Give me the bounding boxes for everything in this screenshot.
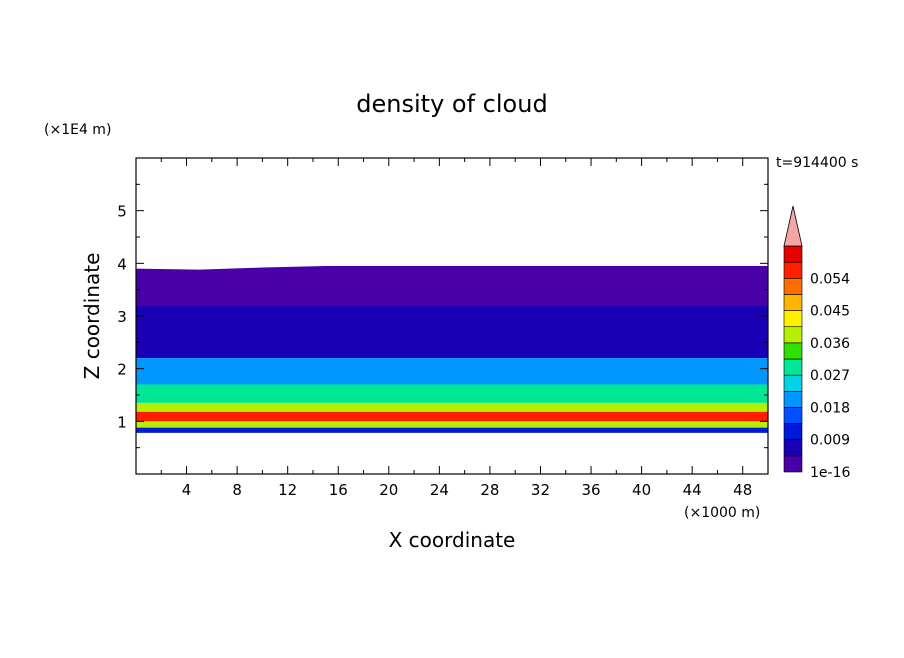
x-tick-label: 20	[379, 481, 398, 499]
colorbar-segment	[783, 455, 803, 473]
x-tick-label: 48	[733, 481, 752, 499]
colorbar-segment	[783, 342, 803, 360]
x-tick-label: 44	[683, 481, 702, 499]
density-field	[136, 158, 768, 474]
colorbar-extend-arrow	[783, 205, 803, 247]
density-band-6	[136, 421, 768, 428]
colorbar-label: 0.054	[810, 271, 850, 287]
x-unit-label: (×1000 m)	[684, 505, 760, 521]
cloud-base-mask	[136, 432, 768, 474]
density-band-7	[136, 427, 768, 433]
y-tick-label: 1	[117, 413, 127, 431]
density-band-1	[136, 305, 768, 359]
colorbar-segment	[783, 294, 803, 311]
density-band-5	[136, 411, 768, 422]
x-axis-ticks: 4 8 12 16 20 24 28 32 36 40 44 48	[160, 158, 752, 499]
y-axis-label: Z coordinate	[80, 253, 104, 380]
colorbar-segment	[783, 439, 803, 457]
x-tick-label: 36	[581, 481, 600, 499]
colorbar-segment	[783, 310, 803, 328]
colorbar-label: 0.018	[810, 400, 850, 416]
x-tick-label: 40	[632, 481, 651, 499]
colorbar-label: 0.009	[810, 433, 850, 449]
y-axis-ticks: 1 2 3 4 5	[117, 183, 768, 449]
colorbar-segment	[783, 245, 803, 263]
x-tick-label: 24	[430, 481, 449, 499]
density-band-0	[136, 265, 768, 306]
colorbar-segment	[783, 326, 803, 344]
colorbar-segment	[783, 261, 803, 279]
colorbar-segment	[783, 374, 803, 392]
y-unit-label: (×1E4 m)	[44, 122, 111, 138]
chart-title: density of cloud	[356, 90, 547, 118]
x-tick-label: 12	[278, 481, 297, 499]
y-tick-label: 2	[117, 361, 127, 379]
colorbar-label: 0.045	[810, 304, 850, 320]
colorbar-label: 1e-16	[810, 465, 850, 481]
x-tick-label: 16	[329, 481, 348, 499]
colorbar-label: 0.027	[810, 368, 850, 384]
density-band-3	[136, 384, 768, 403]
x-tick-label: 28	[480, 481, 499, 499]
colorbar-segment	[783, 390, 803, 408]
colorbar-segment	[783, 407, 803, 424]
x-tick-label: 4	[182, 481, 192, 499]
y-tick-label: 4	[117, 255, 127, 273]
colorbar-label: 0.036	[810, 336, 850, 352]
x-tick-label: 8	[232, 481, 242, 499]
density-band-4	[136, 402, 768, 412]
colorbar-segment	[783, 277, 803, 295]
cloud-top-mask	[136, 158, 768, 270]
y-tick-label: 5	[117, 203, 127, 221]
colorbar-segment	[783, 423, 803, 441]
x-axis-label: X coordinate	[389, 528, 516, 552]
colorbar-segment	[783, 358, 803, 376]
density-band-2	[136, 358, 768, 385]
y-tick-label: 3	[117, 308, 127, 326]
time-label: t=914400 s	[776, 155, 858, 171]
x-tick-label: 32	[531, 481, 550, 499]
colorbar: 1e-16 0.009 0.018 0.027 0.036 0.045 0.054	[783, 205, 850, 481]
